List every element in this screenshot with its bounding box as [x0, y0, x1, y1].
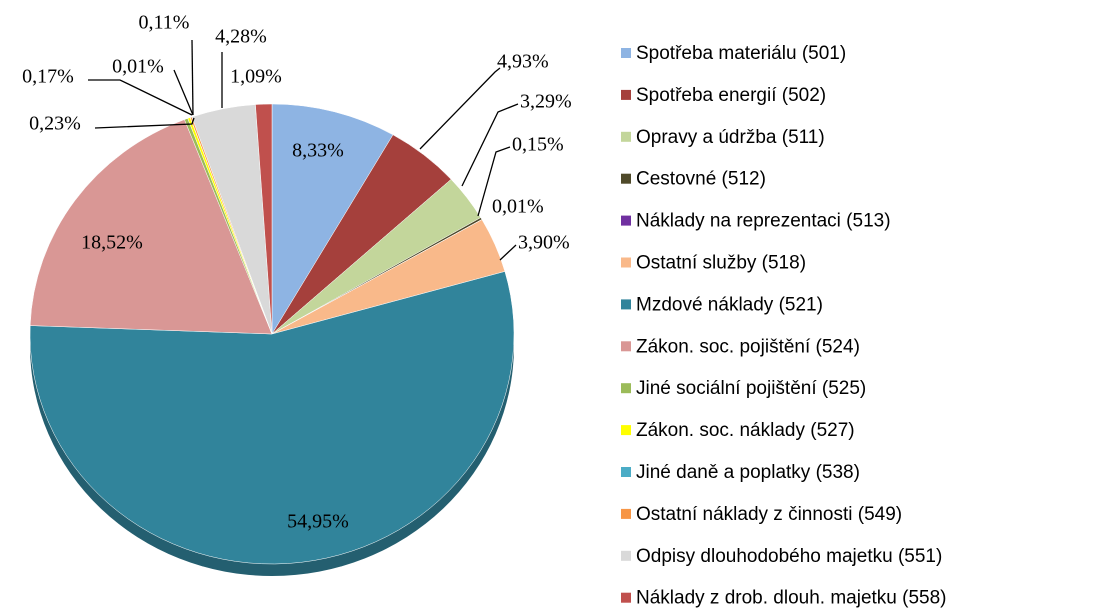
data-label: 4,93%	[497, 51, 549, 73]
pie-slice	[29, 119, 273, 335]
leader-line	[191, 39, 194, 116]
legend-label: Opravy a údržba (511)	[636, 127, 825, 148]
legend-swatch	[621, 215, 631, 226]
legend-label: Spotřeba energií (502)	[636, 85, 826, 106]
leader-line	[88, 79, 193, 116]
legend-swatch	[621, 299, 631, 310]
legend-label: Náklady na reprezentaci (513)	[636, 211, 891, 232]
legend-swatch	[621, 48, 631, 58]
legend-label: Mzdové náklady (521)	[636, 294, 823, 315]
data-label: 8,33%	[292, 140, 344, 162]
legend-label: Náklady z drob. dlouh. majetku (558)	[636, 588, 947, 609]
legend-swatch	[621, 89, 631, 100]
pie-slice	[255, 103, 273, 335]
data-label: 0,23%	[29, 113, 81, 135]
data-label: 54,95%	[287, 511, 349, 533]
legend-label: Ostatní služby (518)	[636, 253, 806, 274]
data-label: 4,28%	[215, 26, 267, 48]
legend-swatch	[621, 383, 631, 394]
pie-slice	[271, 103, 394, 335]
legend-label: Spotřeba materiálu (501)	[636, 43, 846, 64]
leader-line	[477, 146, 511, 217]
leader-line	[94, 117, 195, 129]
leader-line	[419, 67, 501, 150]
legend-label: Odpisy dlouhodobého majetku (551)	[636, 546, 942, 567]
data-label: 1,09%	[230, 66, 282, 88]
pie-slice	[29, 271, 515, 565]
legend-swatch	[621, 257, 631, 268]
legend-swatch	[621, 173, 631, 184]
legend-swatch	[621, 131, 631, 142]
data-label: 18,52%	[81, 232, 143, 254]
leader-line	[499, 244, 517, 261]
legend-swatch	[621, 550, 631, 561]
legend-swatch	[621, 467, 631, 477]
legend-label: Jiné daně a poplatky (538)	[636, 462, 860, 483]
leader-line	[461, 103, 519, 187]
data-label: 0,01%	[492, 196, 544, 218]
leader-line	[173, 69, 194, 116]
legend-swatch	[621, 341, 631, 352]
legend-label: Zákon. soc. náklady (527)	[636, 420, 855, 441]
data-label: 0,15%	[512, 134, 564, 156]
data-label: 0,11%	[139, 12, 190, 34]
legend-label: Cestovné (512)	[636, 169, 766, 190]
legend-swatch	[621, 508, 631, 519]
legend-swatch	[621, 425, 631, 436]
legend-label: Zákon. soc. pojištění (524)	[636, 336, 860, 357]
data-label: 0,17%	[22, 66, 74, 88]
legend-label: Jiné sociální pojištění (525)	[636, 378, 866, 399]
legend-swatch	[621, 592, 631, 603]
data-label: 3,29%	[520, 91, 572, 113]
data-label: 0,01%	[112, 56, 164, 78]
data-label: 3,90%	[518, 232, 570, 254]
legend-label: Ostatní náklady z činnosti (549)	[636, 504, 902, 525]
